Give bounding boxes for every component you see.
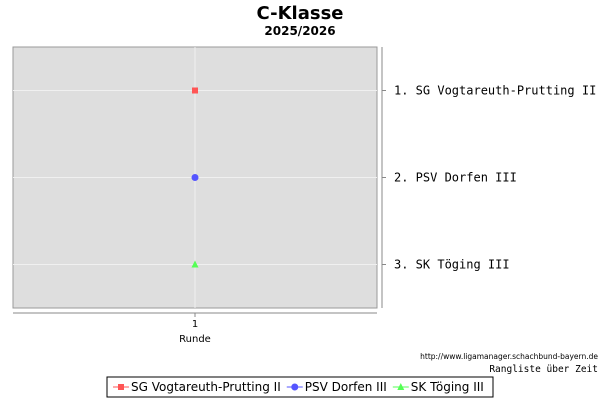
right-axis-label: 2. PSV Dorfen III [394,171,517,185]
legend-marker [291,383,299,391]
chart-title: C-Klasse [257,3,344,24]
data-point [191,174,199,181]
right-axis-label: 3. SK Töging III [394,258,510,272]
x-ticks: 1 [192,313,198,330]
legend-label: PSV Dorfen III [305,380,387,394]
x-tick-label: 1 [192,319,198,330]
legend: SG Vogtareuth-Prutting II PSV Dorfen III S… [113,380,484,394]
data-point [191,260,199,268]
source-url: http://www.ligamanager.schachbund-bayern… [420,352,598,361]
data-points [191,87,199,268]
legend-label: SG Vogtareuth-Prutting II [131,380,281,394]
right-axis-label: 1. SG Vogtareuth-Prutting II [394,84,596,98]
x-axis-label: Runde [179,334,211,345]
chart-subtitle: 2025/2026 [264,24,335,38]
legend-marker [118,384,124,390]
data-point [192,87,198,94]
right-axis-labels: 1. SG Vogtareuth-Prutting II 2. PSV Dorfe… [382,84,596,272]
legend-label: SK Töging III [411,380,484,394]
legend-marker [397,383,405,390]
chart-caption: Rangliste über Zeit [489,364,598,375]
